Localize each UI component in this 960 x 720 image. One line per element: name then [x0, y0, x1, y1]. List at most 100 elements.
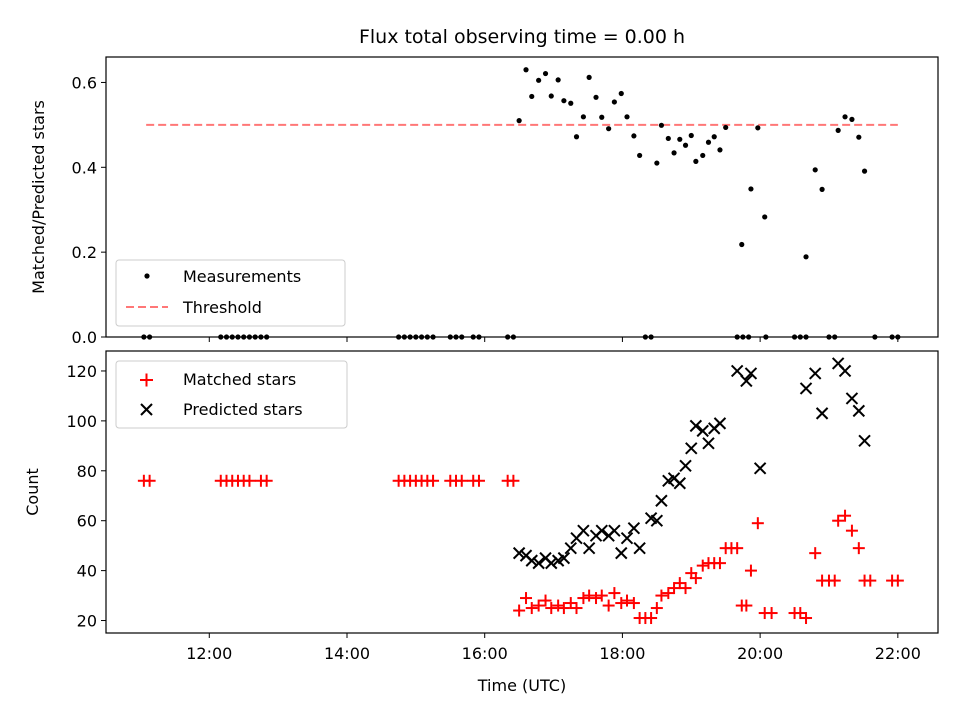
top-axes-frame	[105, 56, 939, 338]
measurement-point	[677, 136, 683, 142]
matched-star-point	[621, 594, 634, 607]
bottom-x-tick-label: 18:00	[599, 644, 645, 663]
measurement-point	[586, 74, 592, 80]
measurement-point	[611, 99, 617, 105]
bottom-x-tick-label: 14:00	[324, 644, 370, 663]
matched-star-point	[740, 599, 753, 612]
measurement-point	[812, 167, 818, 173]
predicted-star-point	[655, 494, 668, 507]
predicted-star-point	[815, 407, 829, 420]
predicted-star-point	[557, 551, 571, 565]
measurement-point	[849, 116, 855, 122]
measurement-point	[516, 118, 522, 124]
predicted-star-point	[696, 424, 709, 438]
predicted-star-point	[532, 556, 545, 570]
measurement-point	[723, 124, 729, 131]
matched-star-point	[577, 592, 590, 605]
predicted-star-point	[525, 554, 538, 567]
top-y-tick-label: 0.4	[72, 158, 97, 177]
predicted-star-point	[838, 364, 852, 378]
bottom-x-ticks: 12:00 14:00 16:00 18:00 20:00 22:00	[186, 633, 921, 663]
matched-star-point	[713, 557, 726, 570]
matched-star-point	[545, 602, 558, 615]
matched-star-point	[595, 589, 608, 602]
matched-star-point	[839, 509, 852, 522]
bottom-x-tick-label: 12:00	[186, 644, 232, 663]
measurement-point	[618, 90, 624, 97]
predicted-star-point	[615, 546, 628, 560]
top-y-axis-label: Matched/Predicted stars	[29, 100, 48, 294]
predicted-star-point	[595, 524, 608, 537]
matched-star-point	[655, 589, 668, 602]
measurement-point	[536, 77, 542, 83]
matched-star-point	[864, 574, 877, 587]
measurement-point	[542, 70, 549, 77]
matched-star-point	[525, 602, 538, 615]
matched-star-point	[615, 597, 628, 610]
bottom-subplot: Count Time (UTC) 20 40 60 80 100 120 12:00 14:…	[23, 350, 939, 695]
bottom-x-axis-label: Time (UTC)	[477, 676, 566, 695]
measurement-point	[593, 94, 599, 100]
top-chart-title: Flux total observing time = 0.00 h	[359, 26, 685, 48]
predicted-star-point	[809, 367, 822, 380]
matched-star-point	[744, 564, 757, 577]
measurement-point	[856, 134, 862, 140]
predicted-star-point	[633, 541, 646, 555]
matched-star-point	[455, 474, 468, 487]
legend-measurements-marker	[144, 273, 150, 279]
measurement-point	[693, 158, 699, 164]
bottom-x-tick-label: 22:00	[875, 644, 921, 663]
predicted-star-point	[620, 531, 634, 545]
measurement-point	[548, 93, 554, 99]
predicted-star-point	[852, 404, 866, 418]
predicted-star-point	[713, 417, 727, 430]
predicted-star-point	[673, 477, 687, 490]
top-legend-box	[115, 259, 346, 327]
measurement-point	[665, 135, 671, 142]
legend-predicted-marker	[140, 403, 153, 416]
matched-star-point	[507, 474, 520, 487]
matched-star-point	[608, 587, 621, 600]
measurement-point	[523, 67, 529, 73]
predicted-star-point	[799, 382, 813, 395]
predicted-star-point	[577, 524, 590, 537]
matched-star-point	[427, 474, 440, 487]
measurement-point	[606, 126, 612, 132]
predicted-star-point	[512, 546, 526, 560]
measurement-point	[682, 142, 689, 148]
matched-star-point	[472, 474, 485, 487]
measurement-point	[762, 214, 768, 220]
legend-matched-marker	[140, 373, 153, 387]
bottom-x-tick-label: 20:00	[737, 644, 783, 663]
matched-star-point	[809, 547, 822, 560]
legend-predicted-label: Predicted stars	[183, 400, 303, 419]
measurement-point	[599, 114, 605, 120]
measurement-point	[637, 152, 643, 159]
measurement-point	[624, 114, 630, 120]
matched-star-point	[689, 572, 702, 585]
bottom-legend-box	[115, 360, 348, 429]
top-y-tick-label: 0.6	[72, 73, 97, 92]
measurement-point	[819, 186, 825, 192]
bottom-x-tick-label: 16:00	[462, 644, 508, 663]
top-y-tick-label: 0.0	[72, 328, 97, 347]
measurement-point	[573, 134, 580, 140]
bottom-y-tick-label: 20	[77, 612, 97, 631]
bottom-y-tick-label: 100	[66, 412, 97, 431]
matched-star-point	[590, 592, 603, 605]
matched-star-point	[696, 559, 709, 572]
predicted-star-point	[753, 462, 767, 475]
matched-star-point	[532, 599, 545, 612]
measurement-point	[561, 98, 567, 104]
matched-star-point	[513, 604, 526, 617]
bottom-plot-area	[137, 357, 904, 625]
top-x-ticks	[208, 337, 899, 342]
predicted-star-point	[608, 524, 621, 537]
predicted-star-point	[845, 392, 859, 405]
legend-threshold-label: Threshold	[182, 298, 262, 317]
matched-star-point	[143, 474, 156, 487]
predicted-star-point	[679, 459, 692, 473]
measurement-point	[842, 114, 848, 120]
